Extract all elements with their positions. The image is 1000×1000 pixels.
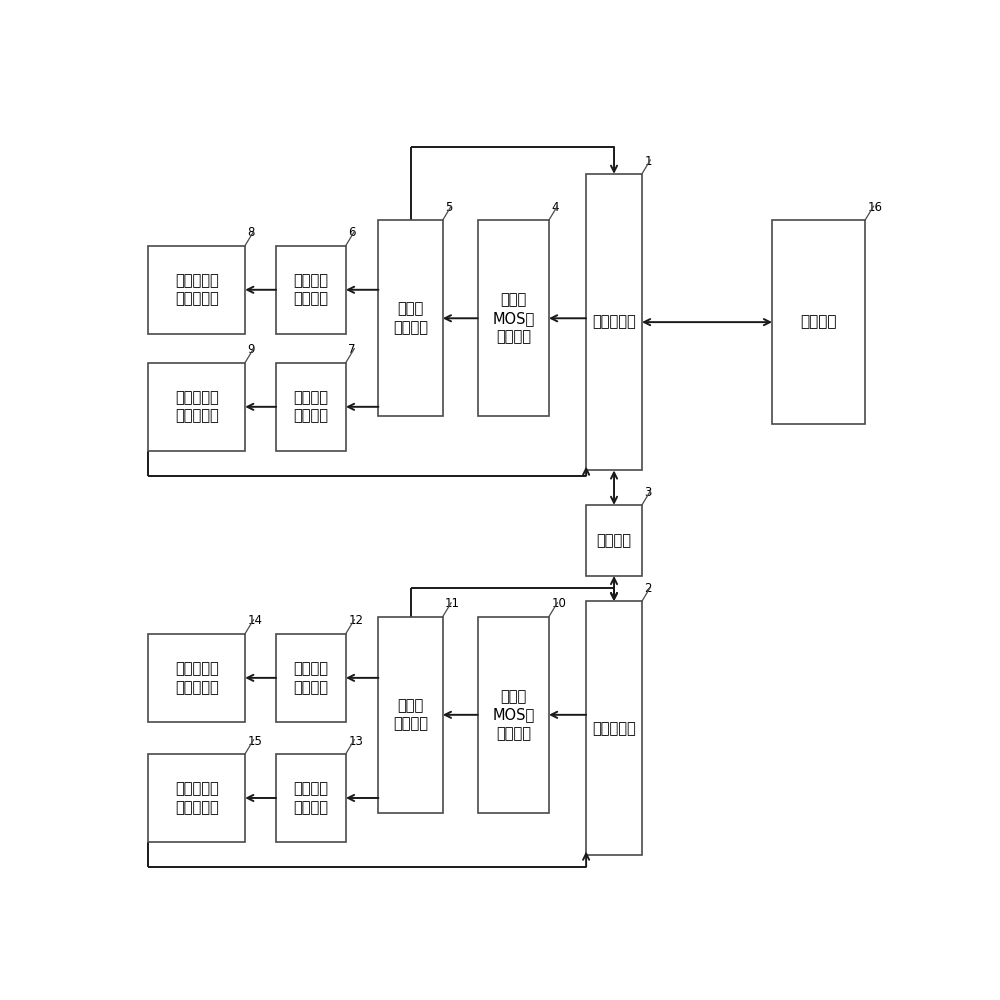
Text: 10: 10 xyxy=(551,597,566,610)
Text: 12: 12 xyxy=(348,614,363,627)
Text: 6: 6 xyxy=(348,226,356,239)
Text: 第一无刷
直流电机: 第一无刷 直流电机 xyxy=(294,273,328,307)
Bar xyxy=(276,634,346,722)
Text: 14: 14 xyxy=(247,614,262,627)
Bar xyxy=(148,754,245,842)
Bar xyxy=(586,601,642,855)
Bar xyxy=(276,246,346,334)
Text: 主控制单元: 主控制单元 xyxy=(592,315,636,330)
Text: 第三无刷
直流电机: 第三无刷 直流电机 xyxy=(294,661,328,695)
Text: 5: 5 xyxy=(445,201,452,214)
Bar xyxy=(478,617,549,813)
Bar xyxy=(586,174,642,470)
Text: 8: 8 xyxy=(247,226,255,239)
Text: 第四电机位
置检测电路: 第四电机位 置检测电路 xyxy=(175,781,219,815)
Text: 第一继
电器电路: 第一继 电器电路 xyxy=(393,301,428,335)
Bar xyxy=(478,220,549,416)
Text: 第三电机位
置检测电路: 第三电机位 置检测电路 xyxy=(175,661,219,695)
Text: 第四无刷
直流电机: 第四无刷 直流电机 xyxy=(294,781,328,815)
Bar xyxy=(586,505,642,576)
Bar xyxy=(148,634,245,722)
Text: 控制总线: 控制总线 xyxy=(597,533,632,548)
Text: 1: 1 xyxy=(644,155,652,168)
Bar xyxy=(378,617,443,813)
Text: 3: 3 xyxy=(644,486,652,499)
Text: 第二组
MOS管
驱动电路: 第二组 MOS管 驱动电路 xyxy=(492,689,534,741)
Bar xyxy=(276,754,346,842)
Text: 第一电机位
置检测电路: 第一电机位 置检测电路 xyxy=(175,273,219,307)
Bar xyxy=(276,363,346,451)
Text: 第二继
电器电路: 第二继 电器电路 xyxy=(393,698,428,732)
Text: 副控制单元: 副控制单元 xyxy=(592,721,636,736)
Text: 11: 11 xyxy=(445,597,460,610)
Text: 13: 13 xyxy=(348,735,363,748)
Bar xyxy=(148,363,245,451)
Bar xyxy=(378,220,443,416)
Text: 第二电机位
置检测电路: 第二电机位 置检测电路 xyxy=(175,390,219,424)
Text: 记忆模块: 记忆模块 xyxy=(800,315,837,330)
Text: 9: 9 xyxy=(247,343,255,356)
Text: 15: 15 xyxy=(247,735,262,748)
Text: 第一组
MOS管
驱动电路: 第一组 MOS管 驱动电路 xyxy=(492,292,534,344)
Bar xyxy=(772,220,865,424)
Text: 7: 7 xyxy=(348,343,356,356)
Text: 第二无刷
直流电机: 第二无刷 直流电机 xyxy=(294,390,328,424)
Text: 16: 16 xyxy=(867,201,882,214)
Bar xyxy=(148,246,245,334)
Text: 2: 2 xyxy=(644,582,652,595)
Text: 4: 4 xyxy=(551,201,559,214)
